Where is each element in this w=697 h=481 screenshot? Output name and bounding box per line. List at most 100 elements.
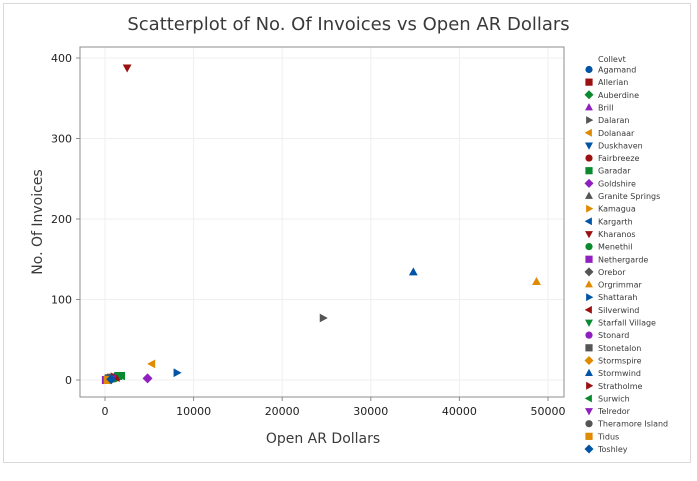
legend-label: Kamagua — [598, 205, 636, 214]
triangle-down-marker-icon — [585, 142, 593, 150]
legend-item-telredor: Telredor — [585, 407, 631, 416]
legend-label: Stormspire — [598, 356, 642, 365]
legend-label: Silverwind — [598, 306, 639, 315]
data-point-dolanaar — [147, 359, 156, 369]
square-marker-icon — [585, 255, 593, 263]
legend-label: Allerian — [598, 78, 628, 87]
triangle-right-marker-icon — [586, 381, 594, 390]
data-point-kharanos — [122, 64, 132, 73]
data-point-stormwind — [408, 267, 418, 276]
legend-item-surwich: Surwich — [584, 394, 630, 403]
x-axis-label: Open AR Dollars — [266, 431, 380, 447]
legend-item-kargarth: Kargarth — [584, 217, 633, 226]
y-tick-label: 400 — [51, 52, 72, 65]
legend-label: Dalaran — [598, 116, 629, 125]
circle-marker-icon — [585, 331, 593, 339]
triangle-up-marker-icon — [585, 103, 593, 111]
diamond-marker-icon — [584, 90, 594, 100]
circle-marker-icon — [585, 65, 593, 74]
square-marker-icon — [585, 78, 593, 86]
triangle-right-marker-icon — [586, 293, 594, 302]
legend-item-garadar: Garadar — [585, 167, 631, 176]
triangle-left-marker-icon — [584, 217, 592, 226]
legend-label: Stonard — [598, 331, 629, 340]
legend-item-shattarah: Shattarah — [586, 293, 638, 302]
x-axis: 0 10000 20000 30000 40000 50000 — [102, 397, 566, 418]
x-tick-label: 20000 — [265, 405, 300, 418]
square-marker-icon — [585, 432, 593, 440]
circle-marker-icon — [585, 154, 593, 162]
legend-label: Dolanaar — [598, 129, 635, 138]
legend-label: Surwich — [598, 394, 630, 403]
square-marker-icon — [585, 344, 593, 352]
legend-label: Stratholme — [598, 382, 643, 391]
legend-item-starfall-village: Starfall Village — [585, 319, 656, 328]
legend-label: Stormwind — [598, 369, 641, 378]
legend-item-allerian: Allerian — [585, 78, 628, 87]
legend-item-stratholme: Stratholme — [586, 381, 643, 391]
legend-item-toshley: Toshley — [584, 444, 628, 454]
triangle-left-marker-icon — [584, 128, 592, 137]
triangle-left-marker-icon — [584, 305, 592, 314]
legend-item-kamagua: Kamagua — [586, 205, 636, 214]
legend-item-stormspire: Stormspire — [584, 355, 642, 365]
data-point-dalaran — [319, 313, 328, 323]
legend-label: Shattarah — [598, 293, 638, 302]
legend-label: Orebor — [598, 268, 626, 277]
data-point-shattarah — [173, 368, 182, 378]
legend-item-menethil: Menethil — [585, 243, 632, 252]
y-tick-label: 300 — [51, 133, 72, 146]
legend-label: Duskhaven — [598, 141, 643, 150]
legend-label: Kharanos — [598, 230, 636, 239]
diamond-marker-icon — [584, 267, 594, 277]
legend-label: Goldshire — [598, 179, 636, 188]
diamond-marker-icon — [584, 178, 594, 188]
x-tick-label: 10000 — [176, 405, 211, 418]
chart-title: Scatterplot of No. Of Invoices vs Open A… — [127, 14, 570, 35]
x-tick-label: 40000 — [442, 405, 477, 418]
legend-item-kharanos: Kharanos — [585, 230, 636, 239]
diamond-marker-icon — [584, 355, 594, 365]
legend-label: Kargarth — [598, 217, 633, 226]
grid-lines — [80, 47, 564, 397]
legend-item-orebor: Orebor — [584, 267, 626, 277]
triangle-up-marker-icon — [585, 191, 593, 199]
chart-frame — [3, 3, 691, 463]
legend-label: Theramore Island — [597, 420, 668, 429]
legend-item-orgrimmar: Orgrimmar — [585, 280, 643, 290]
legend-label: Nethergarde — [598, 255, 648, 264]
legend-label: Fairbreeze — [598, 154, 640, 163]
legend-label: Brill — [598, 103, 613, 112]
triangle-down-marker-icon — [585, 319, 593, 327]
legend-label: Telredor — [597, 407, 631, 416]
data-point-surwich — [117, 371, 126, 381]
x-tick-label: 30000 — [353, 405, 388, 418]
square-marker-icon — [585, 167, 593, 175]
legend-item-theramore-island: Theramore Island — [585, 420, 668, 429]
legend-label: Starfall Village — [598, 319, 656, 328]
data-point-goldshire — [142, 373, 153, 384]
legend-item-dolanaar: Dolanaar — [584, 128, 635, 138]
legend-item-stormwind: Stormwind — [585, 368, 641, 378]
data-point-orgrimmar — [532, 276, 541, 285]
legend-label: Stonetalon — [598, 344, 641, 353]
legend-label: Tidus — [597, 432, 619, 441]
triangle-left-marker-icon — [584, 394, 592, 403]
legend-title: Collevt — [598, 55, 626, 64]
y-tick-label: 100 — [51, 294, 72, 307]
legend-label: Garadar — [598, 167, 631, 176]
triangle-right-marker-icon — [586, 204, 594, 213]
legend: Collevt Agamand Allerian Auberdine Brill Dal… — [584, 55, 668, 454]
legend-item-nethergarde: Nethergarde — [585, 255, 648, 264]
legend-label: Agamand — [598, 66, 636, 75]
triangle-right-marker-icon — [586, 116, 594, 125]
triangle-up-marker-icon — [585, 368, 593, 376]
x-tick-label: 0 — [102, 405, 109, 418]
legend-label: Orgrimmar — [598, 281, 643, 290]
circle-marker-icon — [585, 243, 593, 251]
legend-label: Toshley — [597, 445, 628, 454]
legend-item-agamand: Agamand — [585, 66, 636, 75]
legend-item-duskhaven: Duskhaven — [585, 141, 643, 150]
x-tick-label: 50000 — [531, 405, 566, 418]
legend-label: Auberdine — [598, 91, 639, 100]
